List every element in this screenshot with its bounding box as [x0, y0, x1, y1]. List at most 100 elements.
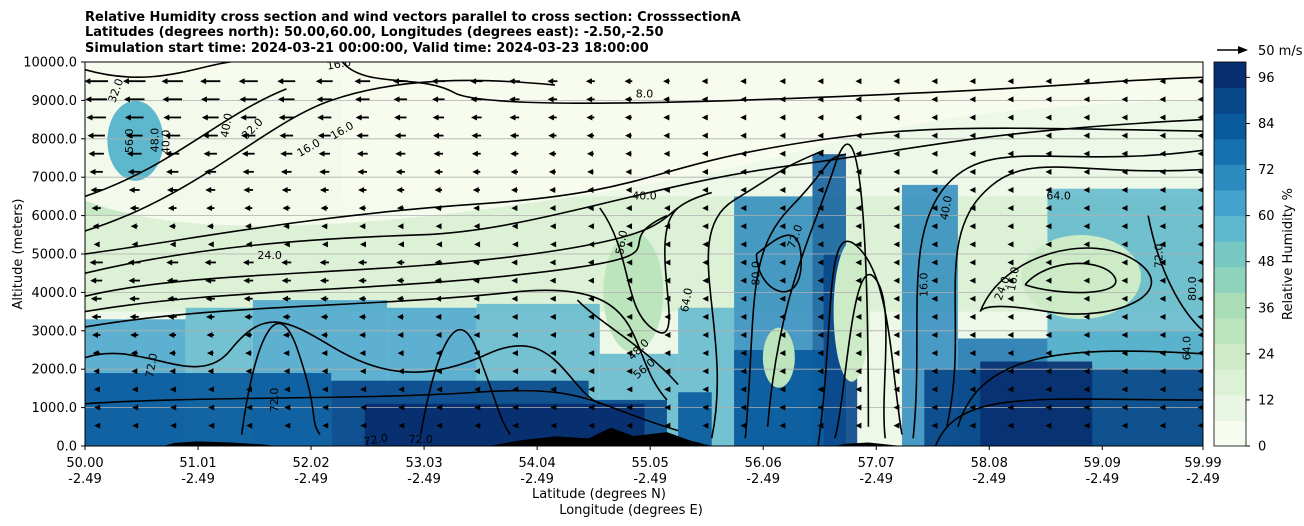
wind-vector-head: [817, 78, 824, 85]
wind-vector-head: [893, 404, 900, 411]
wind-vector-head: [509, 132, 516, 139]
wind-vector-head: [88, 150, 95, 157]
wind-vector-head: [701, 78, 708, 85]
wind-vector-head: [969, 96, 976, 103]
wind-vector-head: [359, 223, 366, 230]
wind-vector-head: [969, 386, 976, 393]
wind-vector-head: [166, 259, 173, 266]
wind-vector-head: [277, 78, 284, 85]
wind-vector-head: [355, 96, 362, 103]
wind-vector-head: [1083, 277, 1090, 284]
wind-vector-head: [1083, 422, 1090, 429]
colorbar-segment: [1214, 87, 1246, 114]
wind-vector-head: [512, 241, 519, 248]
wind-vector-head: [740, 168, 747, 175]
wind-vector-head: [243, 295, 250, 302]
contour-label: 64.0: [678, 287, 695, 313]
wind-vector-head: [1197, 277, 1203, 284]
wind-vector-head: [321, 223, 328, 230]
wind-vector-head: [740, 96, 747, 103]
wind-vector-head: [550, 386, 557, 393]
wind-vector-head: [1045, 168, 1052, 175]
wind-vector-head: [396, 205, 403, 212]
wind-vector-head: [779, 404, 786, 411]
wind-vector-head: [969, 295, 976, 302]
wind-vector-head: [1159, 114, 1166, 121]
wind-vector-head: [779, 386, 786, 393]
wind-vector-head: [1007, 368, 1014, 375]
wind-vector-head: [817, 350, 824, 357]
wind-vector-head: [740, 114, 747, 121]
wind-vector-head: [740, 150, 747, 157]
wind-vector-head: [1045, 404, 1052, 411]
wind-vector-head: [436, 404, 443, 411]
wind-vector-head: [208, 422, 215, 429]
wind-vector-head: [398, 386, 405, 393]
wind-vector-head: [474, 422, 481, 429]
wind-vector-head: [550, 350, 557, 357]
wind-vector-head: [130, 331, 137, 338]
wind-vector-head: [93, 241, 100, 248]
wind-vector-head: [283, 241, 290, 248]
wind-vector-head: [931, 313, 938, 320]
contour-line: [85, 191, 712, 298]
wind-vector-head: [282, 295, 289, 302]
wind-vector-head: [702, 404, 709, 411]
wind-vector-head: [663, 78, 670, 85]
wind-vector-head: [931, 350, 938, 357]
wind-vector-head: [167, 205, 174, 212]
wind-vector-head: [322, 422, 329, 429]
colorbar-segment: [1214, 113, 1246, 140]
wind-vector-head: [587, 223, 594, 230]
wind-vector-head: [283, 368, 290, 375]
wind-vector-head: [855, 331, 862, 338]
wind-vector-head: [432, 114, 439, 121]
wind-vector-head: [1121, 368, 1128, 375]
wind-vector-head: [473, 277, 480, 284]
wind-vector-head: [167, 313, 174, 320]
wind-vector-head: [473, 313, 480, 320]
y-tick-label: 5000.0: [32, 248, 78, 263]
wind-vector-head: [855, 96, 862, 103]
wind-vector-head: [1159, 241, 1166, 248]
x-tick-label-lat: 51.01: [179, 456, 216, 471]
wind-vector-head: [169, 241, 176, 248]
wind-vector-head: [664, 386, 671, 393]
wind-vector-head: [316, 96, 323, 103]
wind-vector-head: [1197, 332, 1203, 338]
wind-vector-head: [1159, 368, 1166, 375]
x-tick-label-lon: -2.49: [68, 472, 102, 487]
wind-vector-head: [969, 223, 976, 230]
contour-line: [755, 234, 803, 293]
wind-vector-head: [1159, 277, 1166, 284]
wind-vector-head: [435, 368, 442, 375]
wind-vector-head: [702, 350, 709, 357]
wind-vector-head: [319, 277, 326, 284]
wind-vector-head: [1007, 150, 1014, 157]
contour-label: 56.0: [123, 128, 136, 153]
wind-vector-head: [931, 295, 938, 302]
wind-vector-head: [1121, 331, 1128, 338]
wind-vector-head: [548, 132, 555, 139]
wind-vector-head: [166, 277, 173, 284]
wind-vector-head: [321, 241, 328, 248]
wind-vector-head: [358, 313, 365, 320]
wind-vector-head: [242, 168, 249, 175]
wind-vector-head: [1159, 422, 1166, 429]
wind-vector-head: [165, 150, 172, 157]
contour-label: 64.0: [1046, 189, 1071, 202]
wind-vector-head: [549, 186, 556, 193]
wind-vector-head: [1083, 205, 1090, 212]
wind-vector-head: [432, 96, 439, 103]
colorbar-segment: [1214, 266, 1246, 293]
wind-vector-head: [511, 205, 518, 212]
contour-label: 24.0: [257, 249, 282, 262]
wind-vector-head: [358, 277, 365, 284]
wind-vector-head: [626, 404, 633, 411]
wind-vector-head: [169, 368, 176, 375]
wind-vector-head: [855, 404, 862, 411]
wind-vector-head: [162, 96, 169, 103]
wind-vector-head: [1007, 277, 1014, 284]
wind-vector-head: [548, 150, 555, 157]
wind-vector-head: [1159, 386, 1166, 393]
